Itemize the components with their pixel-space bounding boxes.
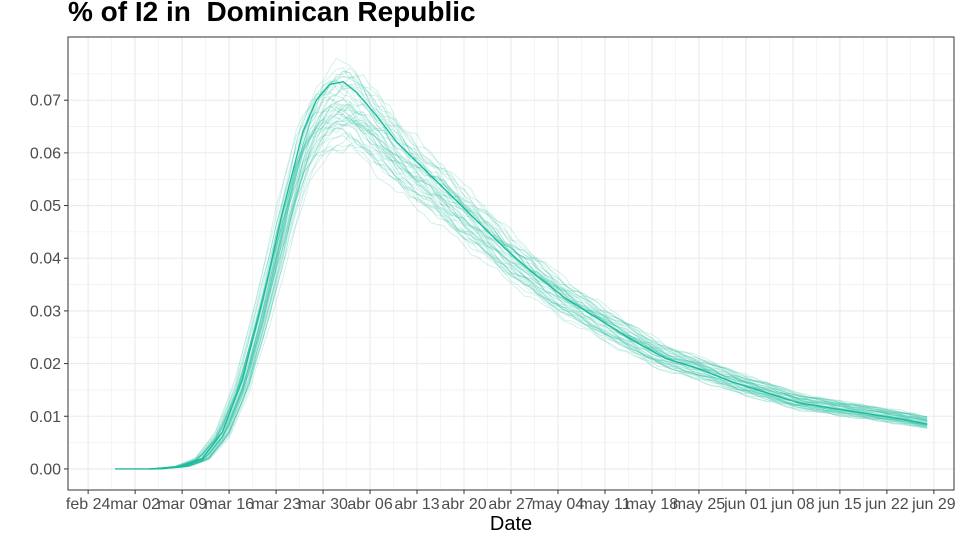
x-tick-label: mar 09 bbox=[157, 496, 207, 513]
y-tick-label: 0.06 bbox=[30, 145, 61, 162]
ensemble-line bbox=[115, 97, 928, 470]
ensemble-line bbox=[115, 143, 928, 470]
x-tick-label: jun 29 bbox=[911, 496, 956, 513]
ensemble-line bbox=[115, 144, 928, 470]
x-tick-label: jun 15 bbox=[817, 496, 862, 513]
ensemble-line bbox=[115, 97, 928, 470]
ensemble-line bbox=[115, 87, 928, 470]
ensemble-line bbox=[115, 101, 928, 470]
ensemble-line bbox=[115, 79, 928, 470]
ensemble-line bbox=[115, 127, 928, 470]
x-tick-label: may 18 bbox=[626, 496, 679, 513]
x-tick-label: abr 13 bbox=[394, 496, 439, 513]
median-line bbox=[115, 81, 928, 470]
x-tick-label: may 04 bbox=[532, 496, 585, 513]
ensemble-lines bbox=[115, 57, 928, 470]
y-tick-label: 0.02 bbox=[30, 356, 61, 373]
ensemble-line bbox=[115, 132, 928, 470]
x-axis-title: Date bbox=[490, 513, 532, 535]
grid-minor bbox=[68, 37, 954, 490]
y-axis: 0.00 0.01 0.02 0.03 0.04 0.05 0.06 0.07 bbox=[30, 93, 68, 478]
x-tick-label: jun 22 bbox=[864, 496, 909, 513]
x-tick-label: mar 30 bbox=[298, 496, 348, 513]
ensemble-line bbox=[115, 79, 928, 470]
y-tick-label: 0.05 bbox=[30, 198, 61, 215]
ensemble-line bbox=[115, 123, 928, 470]
x-tick-label: feb 24 bbox=[66, 496, 111, 513]
y-tick-label: 0.03 bbox=[30, 303, 61, 320]
x-tick-label: may 25 bbox=[673, 496, 726, 513]
ensemble-line bbox=[115, 103, 928, 470]
x-tick-label: jun 01 bbox=[723, 496, 768, 513]
ensemble-line bbox=[115, 120, 928, 470]
ensemble-line bbox=[115, 103, 928, 470]
ensemble-line bbox=[115, 86, 928, 470]
ensemble-line bbox=[115, 83, 928, 470]
ensemble-line bbox=[115, 92, 928, 470]
ensemble-line bbox=[115, 70, 928, 470]
grid-major bbox=[68, 37, 954, 490]
chart-title: % of I2 in Dominican Republic bbox=[68, 0, 476, 27]
ensemble-line bbox=[115, 113, 928, 470]
ensemble-line bbox=[115, 74, 928, 470]
x-tick-label: jun 08 bbox=[770, 496, 815, 513]
ensemble-line bbox=[115, 85, 928, 470]
ensemble-line bbox=[115, 120, 928, 470]
median-series-line bbox=[115, 81, 928, 470]
y-tick-label: 0.01 bbox=[30, 409, 61, 426]
ensemble-line bbox=[115, 114, 928, 470]
x-tick-label: may 11 bbox=[579, 496, 630, 513]
ensemble-line bbox=[115, 121, 928, 470]
ensemble-line bbox=[115, 104, 928, 470]
ensemble-line bbox=[115, 105, 928, 470]
ensemble-line bbox=[115, 67, 928, 470]
x-tick-label: mar 16 bbox=[204, 496, 254, 513]
ensemble-line bbox=[115, 79, 928, 470]
ensemble-line bbox=[115, 139, 928, 470]
x-tick-label: abr 27 bbox=[488, 496, 533, 513]
ensemble-line bbox=[115, 101, 928, 470]
x-tick-label: mar 02 bbox=[110, 496, 160, 513]
x-tick-label: abr 20 bbox=[441, 496, 486, 513]
y-tick-label: 0.04 bbox=[30, 251, 61, 268]
x-tick-label: mar 23 bbox=[251, 496, 301, 513]
y-tick-label: 0.00 bbox=[30, 461, 61, 478]
ensemble-line bbox=[115, 85, 928, 470]
ensemble-line bbox=[115, 110, 928, 470]
ensemble-line bbox=[115, 106, 928, 470]
ensemble-line bbox=[115, 133, 928, 470]
ensemble-line bbox=[115, 74, 928, 470]
ensemble-line bbox=[115, 107, 928, 470]
x-tick-label: abr 06 bbox=[347, 496, 392, 513]
y-tick-label: 0.07 bbox=[30, 93, 61, 110]
